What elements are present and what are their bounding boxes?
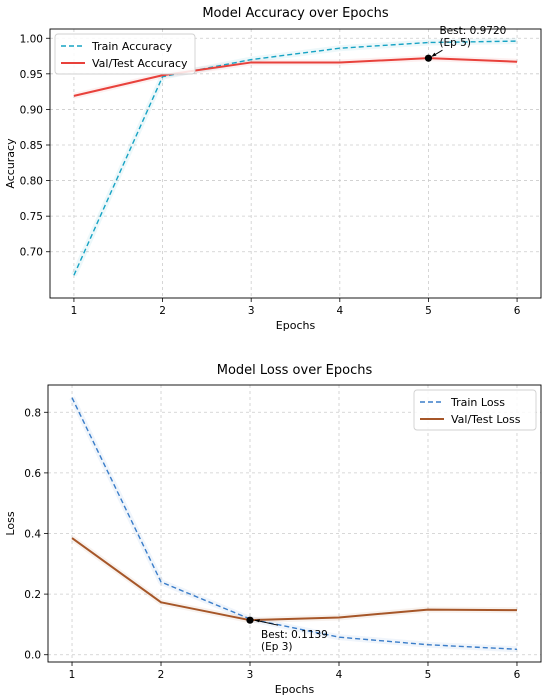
x-tick-label: 5 bbox=[425, 669, 432, 681]
y-tick-label: 1.00 bbox=[20, 33, 43, 45]
best-point-marker bbox=[246, 616, 254, 624]
annotation-arrowhead bbox=[254, 619, 261, 623]
series-line-val-test-accuracy bbox=[73, 57, 518, 97]
x-tick-label: 1 bbox=[71, 305, 78, 317]
x-tick-label: 5 bbox=[425, 305, 432, 317]
subplot-loss: 1 2 3 4 5 6 0.0 0.2 0.4 0.6 0.8 Model Loss over Epo… bbox=[4, 363, 542, 696]
x-tick-label: 4 bbox=[336, 669, 343, 681]
legend-label: Val/Test Loss bbox=[451, 413, 521, 426]
legend-label: Train Loss bbox=[450, 396, 505, 409]
x-axis-label: Epochs bbox=[276, 319, 316, 332]
x-tick-label: 1 bbox=[69, 669, 76, 681]
legend-label: Val/Test Accuracy bbox=[92, 57, 188, 70]
series-line-train-loss bbox=[71, 397, 518, 650]
y-tick-label: 0.90 bbox=[20, 104, 43, 116]
y-tick-label: 0.8 bbox=[24, 407, 41, 419]
chart-title: Model Loss over Epochs bbox=[217, 363, 373, 378]
y-tick-label: 0.4 bbox=[24, 529, 41, 541]
series-line-val-test-loss bbox=[71, 537, 517, 622]
series-band bbox=[70, 535, 517, 624]
x-tick-label: 3 bbox=[248, 305, 255, 317]
annotation-arrowhead bbox=[431, 52, 437, 57]
subplot-accuracy: 1 2 3 4 5 6 0.70 0.75 0.80 0.85 0.90 0.95 1.00 Model … bbox=[4, 6, 542, 332]
legend-box bbox=[413, 389, 537, 431]
annotation-text: Best: 0.1139 bbox=[261, 629, 328, 641]
chart-title: Model Accuracy over Epochs bbox=[202, 6, 389, 21]
annotation-text: (Ep 3) bbox=[261, 641, 293, 653]
annotation-text: (Ep 5) bbox=[439, 37, 471, 49]
series-line-train-accuracy bbox=[73, 40, 518, 276]
series-band bbox=[71, 38, 518, 277]
x-tick-label: 3 bbox=[247, 669, 254, 681]
y-tick-label: 0.95 bbox=[20, 69, 43, 81]
axes-frame bbox=[47, 384, 542, 663]
annotation-text: Best: 0.9720 bbox=[439, 25, 506, 37]
x-tick-label: 4 bbox=[336, 305, 343, 317]
y-axis-label: Accuracy bbox=[4, 138, 17, 189]
y-tick-label: 0.70 bbox=[20, 247, 43, 259]
x-tick-label: 6 bbox=[514, 669, 521, 681]
x-tick-label: 2 bbox=[158, 669, 165, 681]
y-axis-label: Loss bbox=[4, 511, 17, 535]
best-point-marker bbox=[424, 54, 433, 62]
y-tick-label: 0.80 bbox=[20, 176, 43, 188]
y-tick-label: 0.0 bbox=[24, 650, 41, 662]
y-tick-label: 0.2 bbox=[24, 589, 41, 601]
x-tick-label: 2 bbox=[159, 305, 166, 317]
axes-frame bbox=[49, 28, 542, 299]
x-tick-label: 6 bbox=[514, 305, 521, 317]
legend-box bbox=[54, 33, 196, 75]
y-tick-label: 0.6 bbox=[24, 468, 41, 480]
y-tick-label: 0.85 bbox=[20, 140, 43, 152]
x-axis-label: Epochs bbox=[275, 683, 315, 696]
legend-label: Train Accuracy bbox=[91, 40, 173, 53]
y-tick-label: 0.75 bbox=[20, 211, 43, 223]
